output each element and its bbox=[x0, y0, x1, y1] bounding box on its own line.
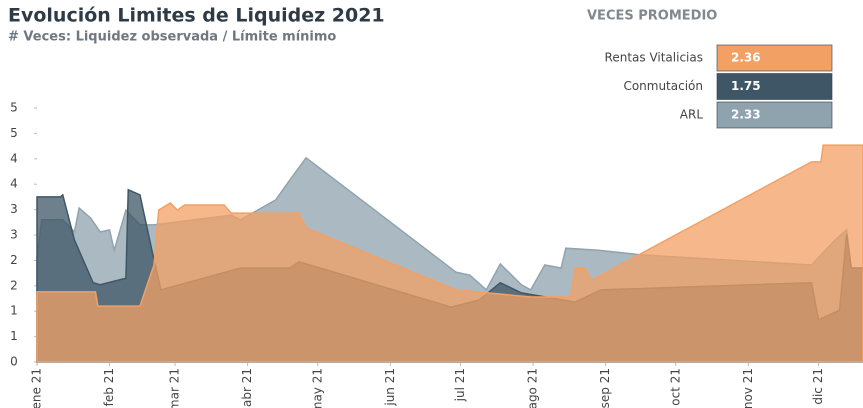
x-tick-label: ene 21 bbox=[30, 368, 44, 408]
y-tick-label: 2 bbox=[10, 253, 18, 267]
x-tick-label: may 21 bbox=[310, 368, 324, 408]
y-tick-label: 2 bbox=[10, 278, 18, 292]
legend-value: 2.36 bbox=[731, 51, 761, 65]
x-tick-label: dic 21 bbox=[811, 368, 825, 405]
area-series bbox=[36, 144, 863, 363]
y-tick-label: 5 bbox=[10, 101, 18, 115]
y-tick-label: 0 bbox=[10, 355, 18, 369]
y-tick-label: 1 bbox=[10, 304, 18, 318]
legend-swatch bbox=[716, 73, 833, 100]
x-tick-label: jul 21 bbox=[453, 368, 467, 402]
x-tick-label: ago 21 bbox=[526, 368, 540, 408]
x-tick-label: abr 21 bbox=[240, 368, 254, 407]
legend-swatch bbox=[716, 101, 833, 129]
x-tick-label: sep 21 bbox=[598, 368, 612, 408]
legend-label: ARL bbox=[680, 108, 704, 122]
legend-label: Rentas Vitalicias bbox=[605, 51, 703, 65]
x-tick-label: jun 21 bbox=[383, 368, 397, 407]
y-tick-label: 3 bbox=[10, 202, 18, 216]
legend-label: Conmutación bbox=[623, 79, 703, 93]
chart-title: Evolución Limites de Liquidez 2021 bbox=[8, 5, 385, 27]
x-tick-label: feb 21 bbox=[102, 368, 116, 406]
x-tick-label: oct 21 bbox=[668, 368, 682, 406]
legend-value: 2.33 bbox=[731, 108, 761, 122]
chart-subtitle: # Veces: Liquidez observada / Límite mín… bbox=[8, 30, 336, 45]
y-tick-label: 4 bbox=[10, 151, 18, 165]
x-tick-label: nov 21 bbox=[741, 368, 755, 408]
legend-value: 1.75 bbox=[731, 79, 761, 93]
y-tick-label: 3 bbox=[10, 228, 18, 242]
x-tick-label: mar 21 bbox=[168, 368, 182, 408]
legend-title: VECES PROMEDIO bbox=[587, 9, 717, 24]
legend-swatch bbox=[716, 44, 833, 72]
y-tick-label: 4 bbox=[10, 177, 18, 191]
y-tick-label: 1 bbox=[10, 329, 18, 343]
y-tick-label: 5 bbox=[10, 126, 18, 140]
